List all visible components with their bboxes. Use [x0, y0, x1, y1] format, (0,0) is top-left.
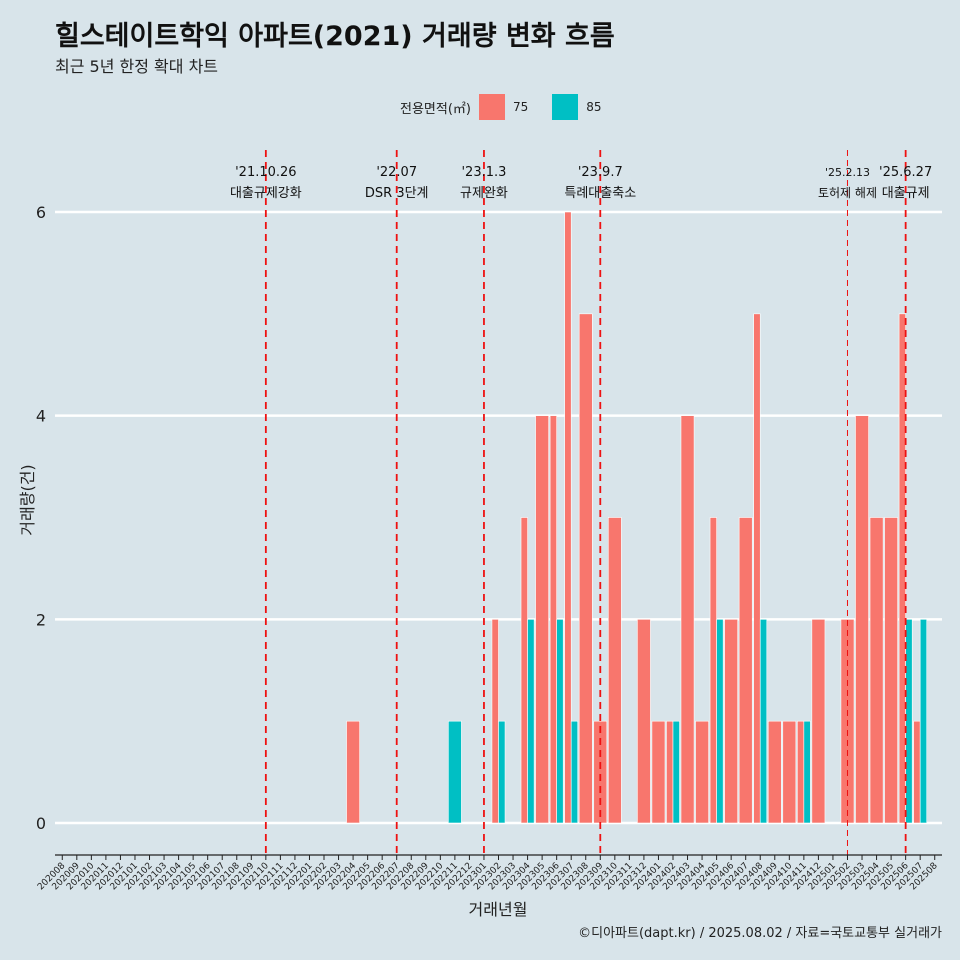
- annotation-text: 특례대출축소: [564, 186, 636, 201]
- bar-75-202401: [651, 720, 666, 824]
- legend: 전용면적(㎡) 75 85: [400, 94, 626, 120]
- chart-subtitle: 최근 5년 한정 확대 차트: [55, 57, 219, 76]
- annotation-text: DSR 3단계: [365, 186, 429, 201]
- source-caption: ©디아파트(dapt.kr) / 2025.08.02 / 자료=국토교통부 실…: [578, 926, 942, 941]
- bar-85-202306: [556, 619, 564, 824]
- bar-85-202411: [803, 720, 811, 824]
- bars: [346, 211, 928, 824]
- y-tick-label: 2: [36, 610, 46, 629]
- legend-label-75: 75: [512, 100, 529, 114]
- bar-75-202308: [578, 313, 593, 824]
- annotation-date: '23.9.7: [578, 165, 623, 180]
- bar-85-202507: [919, 619, 928, 824]
- bar-75-202405: [709, 517, 717, 824]
- bar-75-202507: [913, 720, 921, 824]
- bar-75-202305: [535, 415, 549, 824]
- annotation-text: 대출규제: [882, 186, 930, 201]
- bar-75-202506: [898, 313, 906, 824]
- bar-85-202211: [448, 720, 462, 824]
- bar-85-202405: [716, 619, 724, 824]
- legend-title: 전용면적(㎡): [400, 101, 471, 117]
- annotation-text: 대출규제강화: [230, 186, 302, 201]
- bar-85-202506: [905, 619, 913, 824]
- y-tick-label: 0: [36, 814, 46, 833]
- bar-85-202307: [570, 720, 579, 824]
- annotation-text: 토허제 해제: [818, 186, 877, 200]
- legend-label-85: 85: [586, 100, 602, 114]
- annotation-date: '21.10.26: [235, 165, 296, 180]
- bar-75-202410: [782, 720, 797, 824]
- bar-75-202412: [811, 619, 826, 824]
- annotation-text: 규제완화: [460, 186, 508, 201]
- bar-75-202404: [695, 720, 709, 824]
- bar-75-202403: [680, 415, 695, 824]
- chart-title: 힐스테이트학익 아파트(2021) 거래량 변화 흐름: [55, 21, 615, 52]
- x-axis-label: 거래년월: [469, 900, 528, 919]
- bar-75-202204: [346, 720, 360, 824]
- axes: 2020082020092020102020112020122021012021…: [36, 854, 942, 892]
- bar-75-202402: [666, 720, 674, 824]
- bar-85-202302: [498, 720, 506, 824]
- bar-75-202503: [855, 415, 869, 824]
- bar-85-202408: [759, 619, 768, 824]
- annotation-date: '25.6.27: [879, 165, 932, 180]
- bar-75-202411: [797, 720, 805, 824]
- annotation-date: '22.07: [376, 165, 417, 180]
- bar-75-202407: [738, 517, 753, 824]
- annotations: '21.10.26 대출규제강화 '22.07 DSR 3단계 '23.1.3 규제완화 '…: [230, 150, 932, 855]
- annotation-date: '25.2.13: [825, 166, 870, 179]
- bar-85-202402: [672, 720, 680, 824]
- bar-75-202302: [491, 619, 499, 824]
- bar-75-202306: [549, 415, 557, 824]
- legend-swatch-75: [478, 94, 505, 120]
- bar-75-202409: [767, 720, 782, 824]
- bar-75-202304: [520, 517, 528, 824]
- bar-75-202310: [607, 517, 622, 824]
- bar-75-202406: [724, 619, 738, 824]
- bar-75-202312: [637, 619, 651, 824]
- bar-75-202309: [593, 720, 608, 824]
- y-tick-label: 6: [36, 203, 46, 222]
- bar-75-202504: [869, 517, 884, 824]
- bar-75-202408: [753, 313, 761, 824]
- bar-85-202304: [527, 619, 535, 824]
- y-axis-label: 거래량(건): [18, 464, 37, 535]
- annotation-date: '23.1.3: [461, 165, 506, 180]
- bar-75-202307: [564, 211, 572, 824]
- legend-swatch-85: [552, 94, 579, 120]
- y-tick-label: 4: [36, 407, 46, 426]
- bar-75-202505: [884, 517, 898, 824]
